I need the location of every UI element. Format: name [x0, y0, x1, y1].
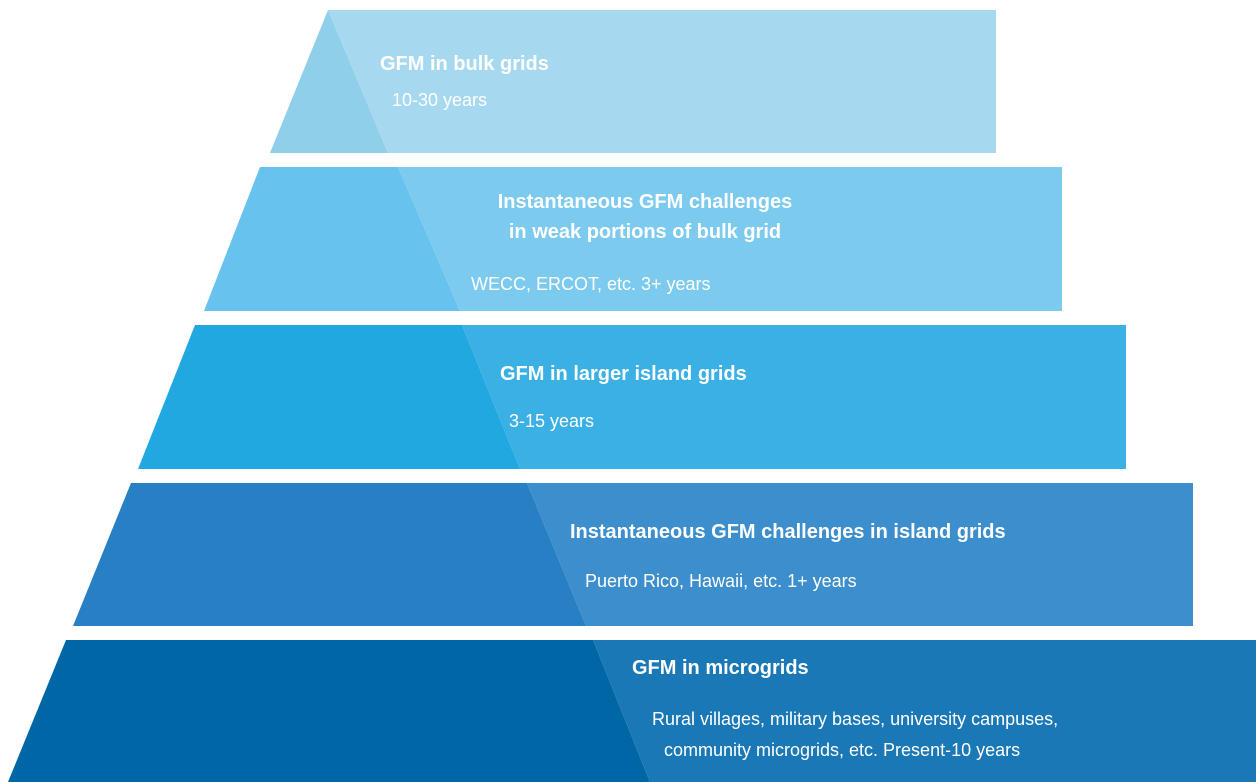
layer-detail: 3-15 years — [509, 411, 594, 431]
layer-face — [398, 167, 1062, 311]
layer-title: Instantaneous GFM challenges in island g… — [570, 521, 1006, 543]
layer-title: GFM in microgrids — [632, 657, 809, 679]
layer-edge — [138, 325, 520, 469]
layer: GFM in microgrids Rural villages, milita… — [8, 640, 1256, 782]
layer-face — [593, 640, 1256, 782]
layer-title: GFM in larger island grids — [500, 363, 747, 385]
layer-face — [462, 325, 1126, 469]
layer-title: in weak portions of bulk grid — [509, 221, 781, 243]
layer-edge — [73, 483, 586, 626]
layer: GFM in larger island grids 3-15 years — [138, 325, 1126, 469]
layer-detail: 10-30 years — [392, 90, 487, 110]
layer-detail: WECC, ERCOT, etc. 3+ years — [471, 274, 711, 294]
layer-edge — [8, 640, 650, 782]
layer-edge — [204, 167, 460, 311]
layer: Instantaneous GFM challenges in island g… — [73, 483, 1193, 626]
layer: GFM in bulk grids 10-30 years — [270, 10, 996, 153]
layer: Instantaneous GFM challenges in weak por… — [204, 167, 1062, 311]
layer-face — [527, 483, 1193, 626]
layer-detail: Rural villages, military bases, universi… — [652, 709, 1058, 729]
layer-face — [328, 10, 996, 153]
layer-title: Instantaneous GFM challenges — [498, 191, 793, 213]
layer-detail: Puerto Rico, Hawaii, etc. 1+ years — [585, 571, 857, 591]
layer-title: GFM in bulk grids — [380, 53, 549, 75]
layer-detail: community microgrids, etc. Present-10 ye… — [664, 740, 1020, 760]
layer-edge — [270, 10, 388, 153]
